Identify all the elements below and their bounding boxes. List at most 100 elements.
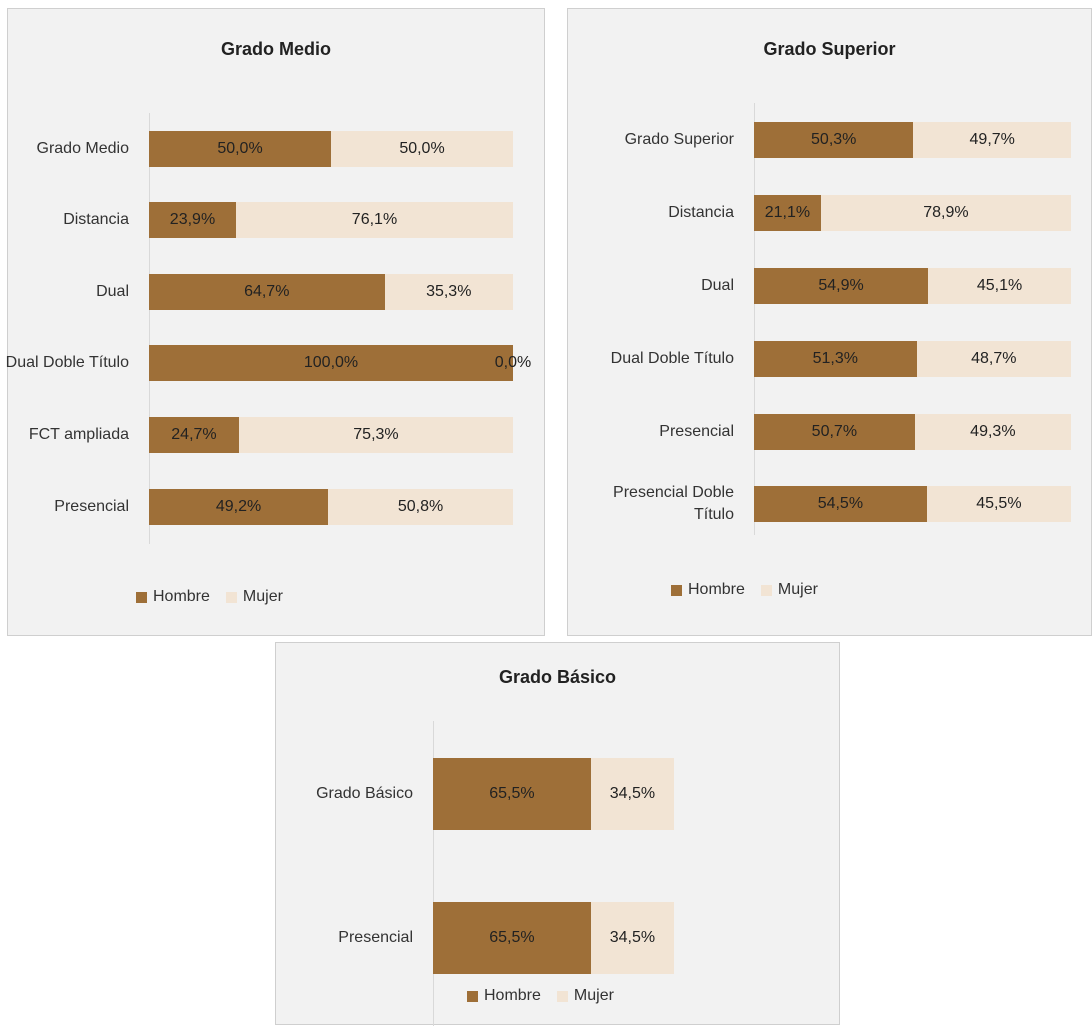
bar-segment <box>590 902 674 974</box>
legend-swatch <box>556 990 568 1002</box>
category-label: Grado Superior <box>624 131 734 148</box>
bar-segment <box>149 274 385 310</box>
value-label: 78,9% <box>923 204 969 221</box>
chart-panel: Grado Básico Grado Básico 65,5% 34,5% Presen… <box>275 642 840 1026</box>
bar-segment <box>433 758 591 830</box>
legend: Hombre Mujer <box>671 581 818 608</box>
value-label: 54,9% <box>818 277 864 294</box>
legend: Hombre Mujer <box>467 987 614 1014</box>
value-label: 35,3% <box>426 283 472 300</box>
bar-segment <box>149 202 236 238</box>
legend-item: Hombre <box>136 588 210 606</box>
value-label: 100,0% <box>303 354 359 371</box>
category-label: Presencial <box>54 498 129 515</box>
value-label: 75,3% <box>353 426 399 443</box>
bar-segment <box>754 486 927 522</box>
legend-swatch <box>671 584 682 596</box>
bar-segment <box>913 122 1071 158</box>
category-label: FCT ampliada <box>28 426 129 443</box>
legend-swatch <box>225 591 237 603</box>
value-label: 50,8% <box>397 498 444 515</box>
axis-line <box>433 721 434 1026</box>
category-label: Grado Básico <box>316 785 413 802</box>
legend-item: Hombre <box>467 987 541 1005</box>
axis-line <box>149 113 150 544</box>
legend-item: Hombre <box>671 581 745 599</box>
bar-segment <box>149 489 329 525</box>
category-label: Presencial Doble Título <box>613 484 734 523</box>
legend-item: Mujer <box>556 987 614 1005</box>
bar-segment <box>433 902 591 974</box>
chart-title: Grado Básico <box>498 667 617 687</box>
value-label: 65,5% <box>489 929 535 946</box>
category-label: Distancia <box>668 204 734 221</box>
axis-line <box>754 103 755 535</box>
value-label: 50,3% <box>811 131 857 148</box>
legend: Hombre Mujer <box>136 588 283 615</box>
bar-segment <box>928 268 1071 304</box>
bar-segment <box>926 486 1071 522</box>
chart-panel: Grado Superior Grado Superior 50,3% 49,7% Di… <box>567 8 1092 636</box>
value-label: 0,0% <box>494 354 532 371</box>
legend-label: Hombre <box>484 987 541 1004</box>
bar-segment <box>384 274 513 310</box>
value-label: 50,0% <box>217 140 263 157</box>
legend-label: Mujer <box>242 588 283 605</box>
value-label: 34,5% <box>609 785 656 802</box>
value-label: 64,7% <box>244 283 290 300</box>
chart-title: Grado Medio <box>220 39 331 59</box>
bar-segment <box>754 268 929 304</box>
bar-segment <box>754 195 821 231</box>
value-label: 45,5% <box>976 495 1022 512</box>
bar-segment <box>914 414 1071 450</box>
category-label: Presencial <box>338 929 413 946</box>
category-label: Dual Doble Título <box>5 354 129 371</box>
legend-label: Mujer <box>777 581 818 598</box>
value-label: 49,2% <box>215 498 262 515</box>
bar-segment <box>916 341 1071 377</box>
value-label: 48,7% <box>971 350 1017 367</box>
chart-panel: Grado Medio Grado Medio 50,0% 50,0% Distanci… <box>5 8 545 636</box>
category-label: Distancia <box>63 211 129 228</box>
value-label: 65,5% <box>489 785 535 802</box>
value-label: 50,0% <box>399 140 445 157</box>
value-label: 51,3% <box>812 350 858 367</box>
category-label: Dual <box>96 283 129 300</box>
bar-segment <box>754 122 914 158</box>
bar-segment <box>331 131 513 167</box>
legend-label: Mujer <box>573 987 614 1004</box>
legend-label: Hombre <box>688 581 745 598</box>
value-label: 45,1% <box>976 277 1023 294</box>
legend-label: Hombre <box>153 588 210 605</box>
bar-segment <box>238 417 513 453</box>
legend-swatch <box>467 990 478 1002</box>
value-label: 49,3% <box>970 423 1016 440</box>
bar-segment <box>590 758 674 830</box>
bar-segment <box>149 345 513 381</box>
category-label: Presencial <box>659 423 734 440</box>
category-label: Dual <box>701 277 734 294</box>
category-label: Grado Medio <box>36 140 130 157</box>
value-label: 34,5% <box>609 929 656 946</box>
bar-segment <box>754 341 917 377</box>
bar-segment <box>754 414 915 450</box>
legend-item: Mujer <box>760 581 818 599</box>
bar-segment <box>235 202 513 238</box>
bar-segment <box>149 131 331 167</box>
chart-title: Grado Superior <box>763 39 896 59</box>
value-label: 50,7% <box>811 423 858 440</box>
value-label: 49,7% <box>969 131 1015 148</box>
bar-segment <box>149 417 239 453</box>
value-label: 54,5% <box>817 495 864 512</box>
legend-swatch <box>136 591 147 603</box>
legend-item: Mujer <box>225 588 283 606</box>
legend-swatch <box>760 584 772 596</box>
bar-segment <box>820 195 1071 231</box>
value-label: 24,7% <box>171 426 217 443</box>
value-label: 21,1% <box>764 204 811 221</box>
value-label: 76,1% <box>351 211 398 228</box>
value-label: 23,9% <box>169 211 216 228</box>
bar-segment <box>328 489 513 525</box>
category-label: Dual Doble Título <box>610 350 734 367</box>
